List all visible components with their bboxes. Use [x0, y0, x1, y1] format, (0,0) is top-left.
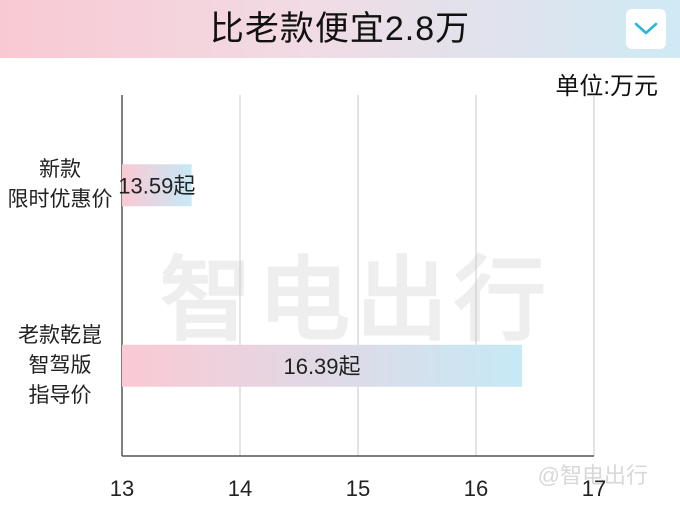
- x-tick-label: 16: [464, 476, 488, 501]
- x-tick-label: 17: [582, 476, 606, 501]
- data-label: 13.59起: [118, 173, 195, 198]
- bar: [122, 164, 192, 207]
- category-label: 新款 限时优惠价: [2, 155, 118, 215]
- page-title: 比老款便宜2.8万: [209, 10, 471, 48]
- category-label-line: 新款: [39, 158, 81, 182]
- category-label-line: 指导价: [28, 383, 92, 407]
- x-tick-label: 15: [346, 476, 370, 501]
- bar: [122, 344, 523, 387]
- corner-watermark: @智电出行: [537, 463, 648, 488]
- x-tick-label: 14: [228, 476, 252, 501]
- unit-label: 单位:万元: [555, 73, 658, 100]
- chevron-down-icon: [634, 22, 658, 35]
- x-tick-label: 13: [110, 476, 134, 501]
- header-banner: 比老款便宜2.8万: [0, 0, 680, 58]
- data-label: 16.39起: [283, 354, 360, 379]
- category-label: 老款乾崑智驾版指导价: [2, 321, 118, 411]
- watermark: 智电出行: [160, 250, 553, 352]
- category-label-line: 老款乾崑: [18, 323, 102, 347]
- category-label-line: 智驾版: [28, 353, 92, 377]
- dropdown-button[interactable]: [626, 9, 666, 49]
- category-label-line: 限时优惠价: [7, 188, 113, 212]
